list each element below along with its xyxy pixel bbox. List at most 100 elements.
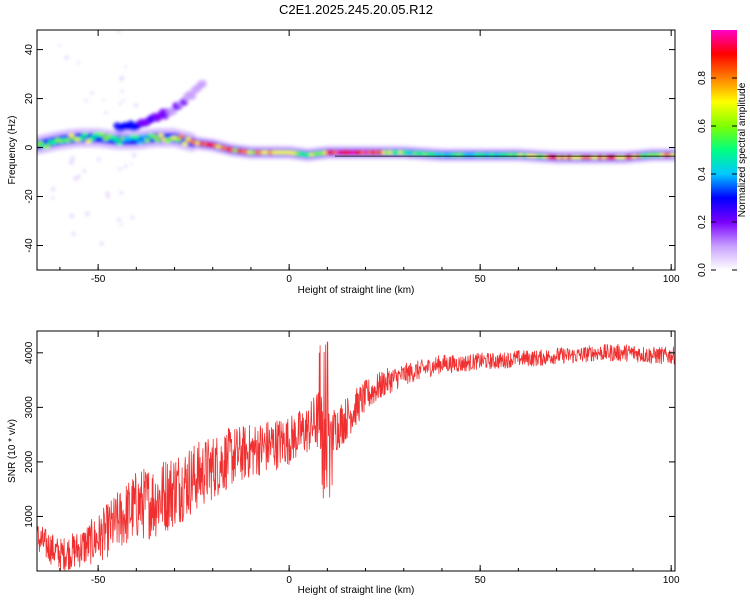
spectrogram-speckle (96, 157, 101, 162)
spectrogram-x-axis-label: Height of straight line (km) (298, 285, 415, 296)
snr-x-tick-label: 0 (286, 575, 292, 586)
colorbar-ticks: 0.0 0.2 0.4 0.6 0.8 (697, 71, 737, 277)
spectrogram-y-tick-label: -40 (24, 238, 35, 253)
spectrogram-speckle (102, 99, 106, 102)
snr-y-tick-label: 2000 (24, 450, 35, 473)
spectrogram-branch-cell (198, 79, 207, 88)
spectrogram-frame (36, 29, 676, 271)
spectrogram-speckle (119, 223, 123, 226)
colorbar-tick-label: 0.6 (697, 119, 708, 133)
spectrogram-speckle (131, 153, 137, 158)
snr-x-axis-label: Height of straight line (km) (298, 585, 415, 596)
colorbar-label: Normalized spectral amplitude (737, 82, 748, 217)
spectrogram-x-ticks: -50 0 50 100 (59, 30, 680, 285)
spectrogram-y-ticks: -40 -20 0 20 40 (24, 44, 675, 253)
spectrogram-y-tick-label: 40 (24, 44, 35, 56)
spectrogram-core-cell (64, 138, 72, 143)
spectrogram-speckle (105, 191, 110, 196)
snr-frame (36, 330, 676, 572)
spectrogram-speckle (70, 156, 75, 161)
spectrogram-y-axis-label: Frequency (Hz) (7, 116, 18, 185)
spectrogram-y-tick-label: 20 (24, 93, 35, 105)
spectrogram-speckle (104, 110, 108, 115)
colorbar: 0.0 0.2 0.4 0.6 0.8 Normalized spectral ampl… (697, 30, 748, 277)
spectrogram-speckle (90, 91, 94, 95)
spectrogram-speckle (82, 169, 87, 173)
snr-y-tick-label: 4000 (24, 341, 35, 364)
snr-panel: -50 0 50 100 1000 2000 3000 4000 Height of str… (7, 330, 680, 596)
spectrogram-speckle (77, 174, 81, 179)
spectrogram-core-cell (143, 138, 151, 143)
spectrogram-speckle (76, 61, 80, 65)
spectrogram-speckle (84, 99, 88, 103)
spectrogram-speckle (71, 231, 76, 236)
spectrogram-speckle (120, 89, 124, 93)
figure-title: C2E1.2025.245.20.05.R12 (279, 2, 433, 17)
spectrogram-core-cell (44, 144, 51, 149)
spectrogram-x-tick-label: 0 (286, 274, 292, 285)
spectrogram-speckle (123, 164, 128, 169)
spectrogram-speckle (117, 30, 121, 33)
spectrogram-core-cell (88, 136, 96, 141)
spectrogram-core-cell (154, 137, 161, 143)
spectrogram-speckle (117, 217, 121, 222)
spectrogram-speckle (106, 194, 110, 199)
spectrogram-x-tick-label: 50 (475, 274, 487, 285)
spectrogram-y-tick-label: 0 (24, 144, 35, 150)
spectrogram-speckle (119, 75, 125, 81)
spectrogram-x-tick-label: -50 (91, 274, 106, 285)
colorbar-tick-label: 0.4 (697, 167, 708, 181)
spectrogram-speckle (50, 187, 56, 192)
spectrogram-speckle (64, 55, 69, 60)
spectrogram-speckle (118, 102, 122, 106)
spectrogram-speckle (85, 211, 90, 217)
spectrogram-speckle (68, 160, 74, 165)
spectrogram-heat-layer (37, 30, 675, 246)
spectrogram-x-tick-label: 100 (663, 274, 680, 285)
spectrogram-speckle (69, 213, 75, 219)
spectrogram-y-tick-label: -20 (24, 189, 35, 204)
spectrogram-core-cell (178, 134, 185, 139)
spectrogram-core-cell (81, 132, 89, 137)
spectrogram-speckle (119, 190, 124, 195)
spectrogram-core-cell (68, 133, 75, 138)
colorbar-tick-label: 0.0 (697, 263, 708, 277)
spectrogram-speckle (133, 103, 139, 108)
spectrogram-core-cell (78, 136, 85, 141)
snr-x-tick-label: 100 (663, 575, 680, 586)
spectrogram-core-cell (150, 134, 158, 139)
snr-x-tick-label: 50 (475, 575, 487, 586)
snr-series-line (37, 341, 675, 571)
spectrogram-speckle (99, 241, 104, 246)
spectrogram-speckle (124, 65, 127, 69)
snr-y-ticks: 1000 2000 3000 4000 (24, 341, 675, 528)
snr-y-tick-label: 1000 (24, 505, 35, 528)
spectrogram-core-cell (157, 133, 164, 138)
spectrogram-core-cell (181, 141, 189, 146)
snr-y-tick-label: 3000 (24, 396, 35, 419)
snr-x-ticks: -50 0 50 100 (59, 331, 680, 586)
snr-y-axis-label: SNR (10 * v/v) (7, 419, 18, 483)
colorbar-tick-label: 0.8 (697, 71, 708, 85)
spectrogram-speckle (118, 167, 122, 171)
spectrogram-core-cell (133, 135, 140, 140)
spectrogram-core-cell (116, 141, 123, 146)
spectrogram-speckle (51, 196, 55, 200)
colorbar-tick-label: 0.2 (697, 215, 708, 229)
spectrogram-speckle (58, 44, 61, 47)
spectrogram-speckle (73, 176, 79, 181)
spectrogram-speckle (122, 99, 125, 102)
snr-x-tick-label: -50 (91, 575, 106, 586)
colorbar-strip (711, 30, 737, 270)
spectrogram-speckle (130, 215, 135, 220)
spectrogram-speckle (130, 162, 133, 166)
spectrogram-core-cell (112, 136, 120, 142)
spectrogram-branch-cell (188, 92, 197, 101)
spectrogram-core-cell (99, 132, 106, 137)
spectrogram-panel: -50 0 50 100 -40 -20 0 20 40 Height of straight… (7, 29, 680, 296)
spectrogram-core-cell (174, 137, 182, 143)
spectrogram-core-cell (37, 140, 44, 146)
spectrogram-core-cell (136, 140, 144, 145)
spectrogram-core-cell (140, 134, 147, 139)
